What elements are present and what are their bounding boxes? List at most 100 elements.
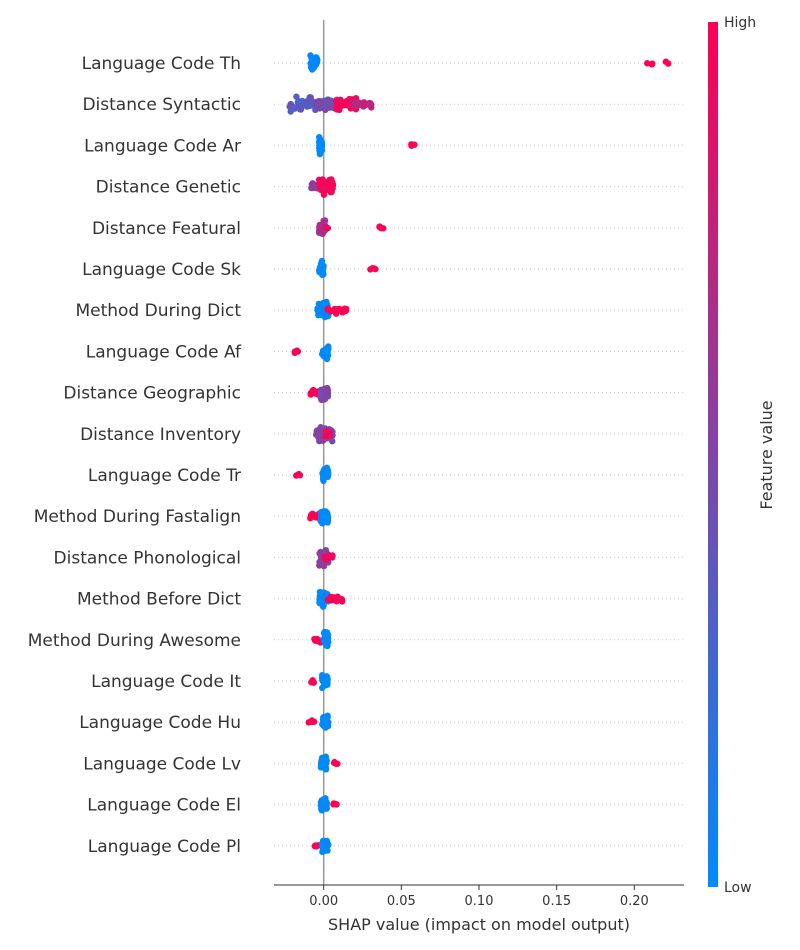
data-point (323, 846, 330, 853)
data-point (376, 223, 383, 230)
feature-label: Language Code Af (86, 342, 242, 362)
colorbar-high-label: High (724, 15, 756, 31)
data-point (317, 269, 324, 276)
data-point (360, 99, 367, 107)
data-point (333, 103, 340, 110)
data-point (648, 61, 656, 68)
data-point (330, 800, 338, 807)
feature-label: Method During Awesome (28, 631, 241, 651)
data-point (317, 390, 325, 397)
feature-label: Distance Featural (92, 219, 241, 239)
data-point (297, 106, 305, 113)
data-point (324, 676, 331, 683)
data-point (320, 764, 328, 771)
data-point (320, 602, 327, 609)
feature-label: Method During Dict (75, 301, 241, 321)
data-point (324, 514, 332, 521)
colorbar-gradient (708, 22, 718, 887)
data-point (331, 758, 338, 766)
feature-label: Language Code Th (82, 54, 241, 74)
data-point (318, 257, 326, 265)
feature-label: Method Before Dict (77, 590, 241, 610)
data-point (298, 99, 306, 106)
data-point (408, 141, 415, 148)
data-point (337, 596, 345, 603)
x-tick-label: 0.20 (620, 894, 649, 909)
data-point (314, 429, 322, 436)
data-point (321, 103, 328, 110)
data-point (322, 555, 329, 562)
data-point (321, 637, 328, 644)
x-tick-label: 0.00 (309, 894, 338, 909)
feature-label: Language Code El (87, 796, 241, 816)
data-point (287, 101, 294, 108)
data-point (319, 592, 326, 600)
data-point (311, 635, 318, 643)
feature-label: Distance Genetic (96, 178, 241, 198)
feature-label: Distance Inventory (80, 425, 241, 445)
data-point (313, 54, 320, 61)
data-point (321, 349, 329, 357)
data-point (313, 842, 321, 849)
data-point (324, 722, 332, 730)
data-points (286, 52, 672, 856)
data-point (322, 180, 329, 187)
data-point (313, 59, 321, 66)
feature-label: Language Code Tr (88, 466, 241, 486)
feature-label: Language Code Sk (82, 260, 241, 280)
feature-label: Distance Phonological (54, 548, 241, 568)
data-point (316, 221, 323, 229)
feature-label: Language Code Ar (84, 136, 241, 156)
x-tick-label: 0.15 (542, 894, 571, 909)
feature-label: Language Code Lv (83, 754, 241, 774)
data-point (306, 102, 313, 109)
data-point (322, 389, 329, 396)
data-point (329, 554, 336, 561)
data-point (355, 101, 362, 109)
data-point (291, 105, 298, 112)
data-point (324, 305, 332, 312)
data-point (317, 148, 324, 155)
data-point (316, 558, 323, 566)
feature-label: Distance Geographic (63, 384, 241, 404)
data-point (323, 803, 330, 810)
x-tick-label: 0.05 (387, 894, 416, 909)
data-point (317, 226, 324, 233)
data-point (316, 140, 324, 147)
data-point (326, 176, 333, 184)
feature-labels: Language Code Th Distance Syntactic Langua… (28, 54, 242, 857)
data-point (339, 309, 346, 316)
x-axis-ticks: 0.00 0.05 0.10 0.15 0.20 (309, 885, 649, 909)
data-point (324, 467, 332, 474)
colorbar: High Low Feature value (708, 15, 776, 896)
data-point (307, 64, 315, 71)
grid-lines (274, 62, 684, 847)
data-point (322, 427, 329, 435)
data-point (322, 756, 330, 763)
data-point (305, 719, 312, 726)
data-point (369, 265, 376, 272)
data-point (327, 593, 334, 601)
data-point (320, 474, 328, 482)
x-axis: 0.00 0.05 0.10 0.15 0.20 SHAP value (impact … (274, 884, 684, 934)
data-point (307, 391, 314, 398)
feature-label: Method During Fastalign (34, 507, 241, 527)
feature-label: Distance Syntactic (82, 95, 241, 115)
data-point (366, 101, 374, 109)
data-point (337, 96, 344, 104)
feature-label: Language Code Hu (79, 713, 241, 733)
data-point (308, 679, 315, 686)
x-axis-label: SHAP value (impact on model output) (328, 915, 630, 934)
x-tick-label: 0.10 (465, 894, 494, 909)
data-point (317, 518, 325, 525)
data-point (322, 223, 329, 231)
colorbar-low-label: Low (724, 880, 752, 896)
data-point (293, 93, 300, 100)
feature-label: Language Code Pl (88, 837, 241, 857)
data-point (328, 188, 335, 196)
data-point (293, 347, 301, 354)
data-point (295, 470, 303, 478)
data-point (315, 176, 323, 183)
colorbar-title: Feature value (757, 400, 776, 509)
